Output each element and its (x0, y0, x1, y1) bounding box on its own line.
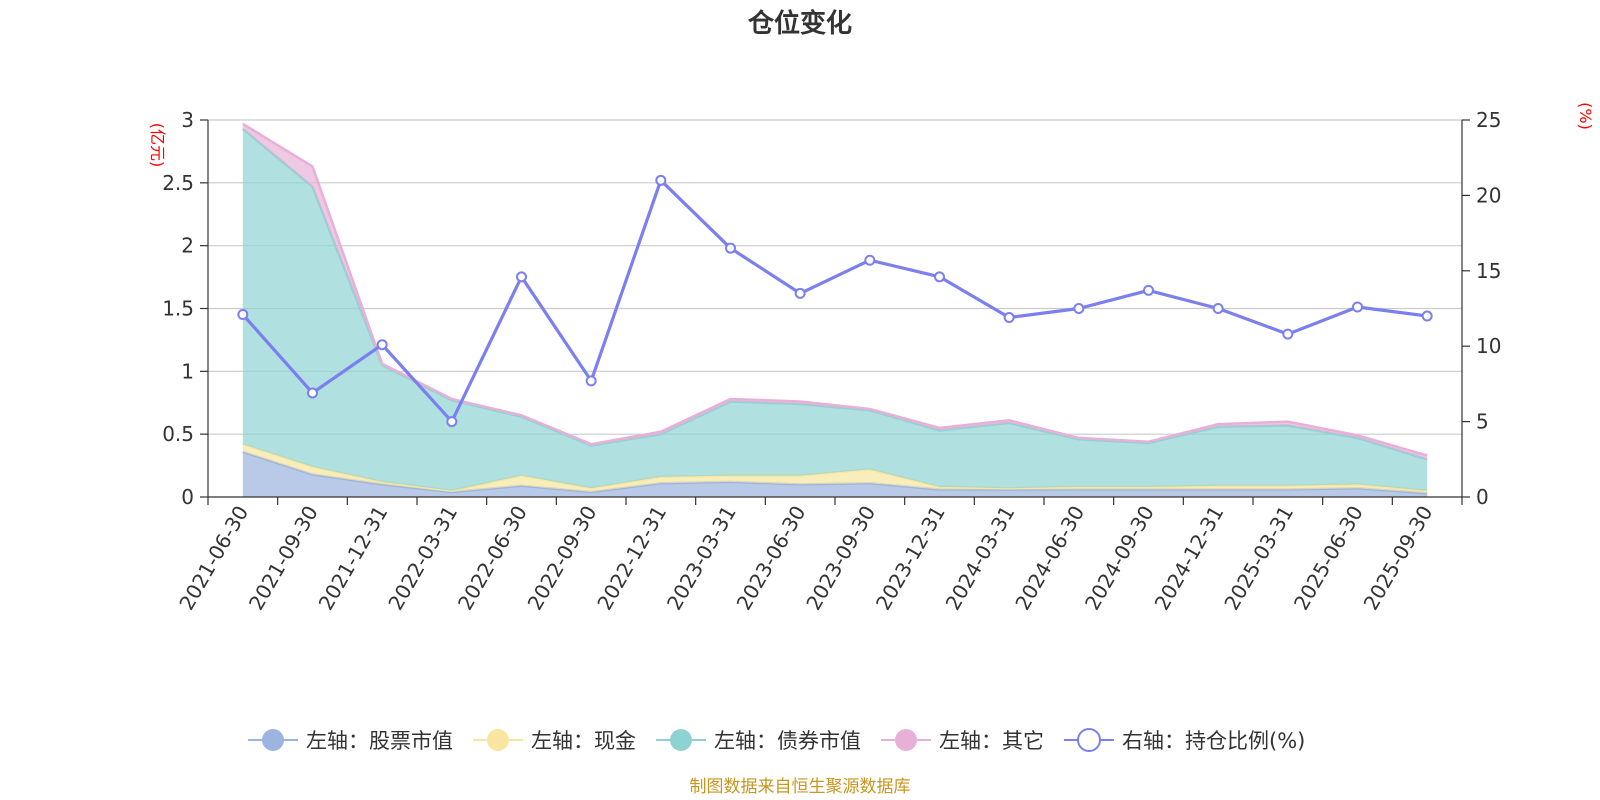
chart-title: 仓位变化 (747, 8, 852, 39)
ratio-point (446, 416, 458, 428)
legend-marker-1 (487, 729, 509, 751)
ratio-point (1212, 303, 1224, 314)
ratio-point (376, 339, 388, 351)
ratio-point (725, 242, 736, 254)
left-axis-tick-label: 0.5 (162, 422, 194, 446)
x-axis-label: 2023-12-31 (871, 502, 950, 615)
x-axis-label: 2021-09-30 (244, 502, 323, 615)
x-axis-label: 2022-09-30 (523, 502, 602, 615)
legend-marker-2 (670, 729, 692, 751)
ratio-point (516, 271, 527, 283)
ratio-point (585, 375, 597, 387)
left-axis-tick-label: 2 (181, 234, 194, 258)
x-axis-label: 2022-12-31 (592, 502, 671, 615)
ratio-line (237, 174, 1433, 428)
x-axis-label: 2025-03-31 (1219, 502, 1298, 615)
stacked-areas (242, 122, 1428, 497)
x-axis-label: 2024-03-31 (941, 502, 1020, 615)
legend-label: 右轴：持仓比例(%) (1122, 729, 1305, 753)
area-左轴：股票市值 (242, 451, 1428, 497)
ratio-point (1143, 284, 1154, 296)
left-axis-tick-label: 1 (181, 359, 194, 383)
ratio-point (1421, 310, 1433, 322)
left-axis-tick-label: 1.5 (162, 297, 194, 321)
ratio-point (794, 287, 806, 299)
x-axis-label: 2024-09-30 (1080, 502, 1159, 615)
legend-marker-3 (895, 729, 917, 751)
x-axis-label: 2021-12-31 (314, 502, 393, 615)
right-axis-tick-label: 15 (1476, 259, 1501, 283)
ratio-point (307, 387, 318, 399)
legend-marker-4 (1077, 728, 1101, 752)
ratio-point (237, 309, 249, 321)
data-source-note: 制图数据来自恒生聚源数据库 (690, 777, 911, 797)
area-edge-左轴：其它 (242, 122, 1428, 457)
ratio-point (1073, 303, 1085, 314)
x-axis-label: 2025-06-30 (1289, 502, 1368, 615)
right-axis-tick-label: 25 (1476, 108, 1501, 132)
legend-label: 左轴：债券市值 (714, 729, 861, 753)
right-axis-tick-label: 20 (1476, 183, 1501, 207)
right-axis-tick-label: 10 (1476, 334, 1501, 358)
legend-marker-0 (262, 729, 284, 751)
x-axis-label: 2025-09-30 (1359, 502, 1438, 615)
legend: 左轴：股票市值 左轴：现金 左轴：债券市值 左轴：其它 右轴：持仓比例(%) (248, 728, 1305, 753)
left-axis-tick-label: 2.5 (162, 171, 194, 195)
x-axis-label: 2021-06-30 (174, 502, 253, 615)
x-axis-label: 2023-09-30 (801, 502, 880, 615)
x-axis-label: 2023-06-30 (732, 502, 811, 615)
x-axis-label: 2024-12-31 (1150, 502, 1229, 615)
legend-label: 左轴：现金 (531, 729, 636, 753)
right-axis-unit: (%) (1576, 102, 1595, 130)
ratio-point (934, 271, 945, 283)
legend-label: 左轴：股票市值 (306, 729, 453, 753)
area-左轴：现金 (242, 444, 1428, 494)
left-axis-tick-label: 3 (181, 108, 194, 132)
left-axis-unit: (亿元) (148, 123, 167, 168)
x-axis-label: 2022-03-31 (383, 502, 462, 615)
ratio-point (1003, 312, 1015, 324)
x-axis-label: 2022-06-30 (453, 502, 532, 615)
area-左轴：债券市值 (242, 128, 1428, 491)
right-axis-tick-label: 5 (1476, 410, 1489, 434)
ratio-point (655, 174, 667, 186)
right-axis-tick-label: 0 (1476, 485, 1489, 509)
ratio-point (864, 254, 876, 266)
ratio-point (1352, 301, 1363, 313)
left-axis-tick-label: 0 (181, 485, 194, 509)
x-axis-label: 2023-03-31 (662, 502, 741, 615)
legend-label: 左轴：其它 (939, 729, 1044, 753)
ratio-line-path (241, 178, 1428, 424)
x-axis-label: 2024-06-30 (1010, 502, 1089, 615)
ratio-point (1282, 328, 1294, 340)
